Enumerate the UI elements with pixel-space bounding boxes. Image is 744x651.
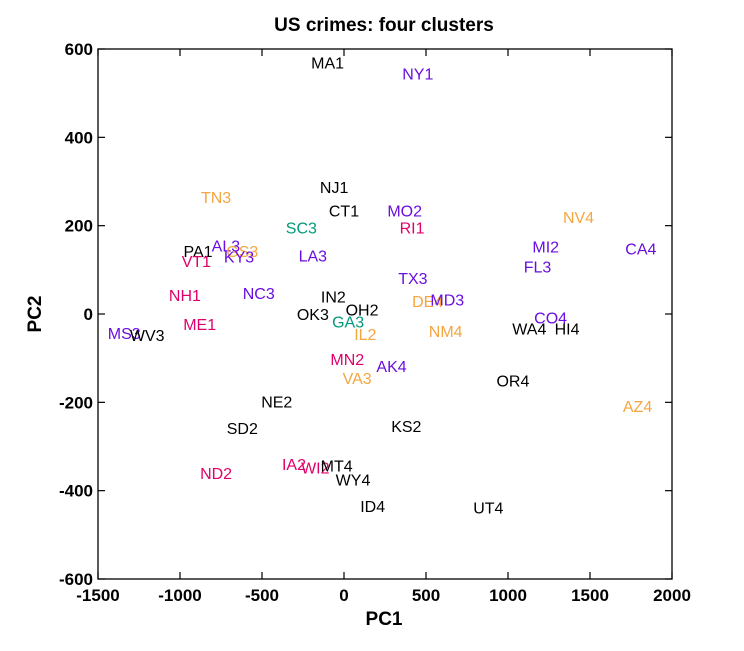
point-label-ky3: KY3 [224, 250, 254, 267]
point-label-nj1: NJ1 [320, 180, 349, 197]
point-label-al3: AL3 [212, 239, 241, 256]
point-label-mt4: MT4 [321, 458, 353, 475]
point-label-mo2: MO2 [387, 204, 422, 221]
y-tick-label: -600 [59, 570, 93, 589]
x-tick-label: 500 [412, 586, 440, 605]
x-tick-label: -500 [245, 586, 279, 605]
point-label-ia2: IA2 [282, 457, 306, 474]
point-label-nh1: NH1 [169, 288, 201, 305]
x-tick-label: 0 [339, 586, 348, 605]
point-label-hi4: HI4 [555, 322, 580, 339]
x-tick-label: 2000 [653, 586, 691, 605]
x-tick-label: 1000 [489, 586, 527, 605]
point-label-oh2: OH2 [346, 303, 379, 320]
y-tick-label: 600 [65, 40, 93, 59]
y-tick-label: -400 [59, 482, 93, 501]
x-tick-label: -1000 [158, 586, 201, 605]
point-label-la3: LA3 [299, 248, 328, 265]
y-tick-label: -200 [59, 393, 93, 412]
point-label-ut4: UT4 [473, 500, 503, 517]
point-label-ok3: OK3 [297, 307, 329, 324]
point-label-md3: MD3 [430, 292, 464, 309]
point-label-in2: IN2 [321, 289, 346, 306]
point-label-me1: ME1 [183, 317, 216, 334]
y-axis: -600 -400 -200 0 200 400 600 [59, 40, 672, 589]
y-tick-label: 400 [65, 128, 93, 147]
point-label-az4: AZ4 [623, 399, 652, 416]
y-tick-label: 200 [65, 217, 93, 236]
point-label-sd2: SD2 [227, 421, 258, 438]
point-label-wv3: WV3 [130, 328, 165, 345]
chart-title: US crimes: four clusters [274, 15, 494, 36]
y-axis-label: PC2 [25, 296, 46, 333]
point-label-gs3: GS3 [226, 244, 258, 261]
point-label-wa4: WA4 [512, 322, 546, 339]
x-tick-label: 1500 [571, 586, 609, 605]
point-label-nd2: ND2 [200, 466, 232, 483]
point-label-tn3: TN3 [201, 190, 231, 207]
point-label-id4: ID4 [360, 499, 385, 516]
point-label-mi2: MI2 [532, 239, 559, 256]
point-label-ne2: NE2 [261, 394, 292, 411]
point-label-nc3: NC3 [243, 286, 275, 303]
point-label-sc3: SC3 [286, 220, 317, 237]
point-label-mn2: MN2 [330, 352, 364, 369]
point-label-de4: DE4 [412, 294, 443, 311]
point-label-wi2: WI2 [301, 461, 330, 478]
point-label-ms3: MS3 [108, 326, 141, 343]
y-tick-label: 0 [84, 305, 93, 324]
point-label-ct1: CT1 [329, 204, 359, 221]
point-label-vt1: VT1 [182, 254, 211, 271]
point-label-pa1: PA1 [184, 244, 213, 261]
point-label-or4: OR4 [496, 373, 529, 390]
point-label-ri1: RI1 [400, 220, 425, 237]
point-label-ga3: GA3 [332, 315, 364, 332]
point-label-ak4: AK4 [376, 359, 406, 376]
x-axis-label: PC1 [366, 609, 403, 630]
point-label-ca4: CA4 [625, 242, 656, 259]
point-label-nm4: NM4 [429, 324, 463, 341]
x-tick-label: -1500 [76, 586, 119, 605]
point-label-wy4: WY4 [336, 473, 371, 490]
point-label-fl3: FL3 [524, 259, 552, 276]
point-label-co4: CO4 [534, 311, 567, 328]
point-label-va3: VA3 [343, 371, 372, 388]
point-label-tx3: TX3 [398, 271, 427, 288]
point-label-ks2: KS2 [391, 419, 421, 436]
point-label-il2: IL2 [354, 327, 376, 344]
point-label-nv4: NV4 [563, 210, 594, 227]
point-label-ma1: MA1 [311, 55, 344, 72]
point-label-ny1: NY1 [402, 66, 433, 83]
x-axis: -1500 -1000 -500 0 500 1000 1500 2000 [76, 49, 691, 605]
